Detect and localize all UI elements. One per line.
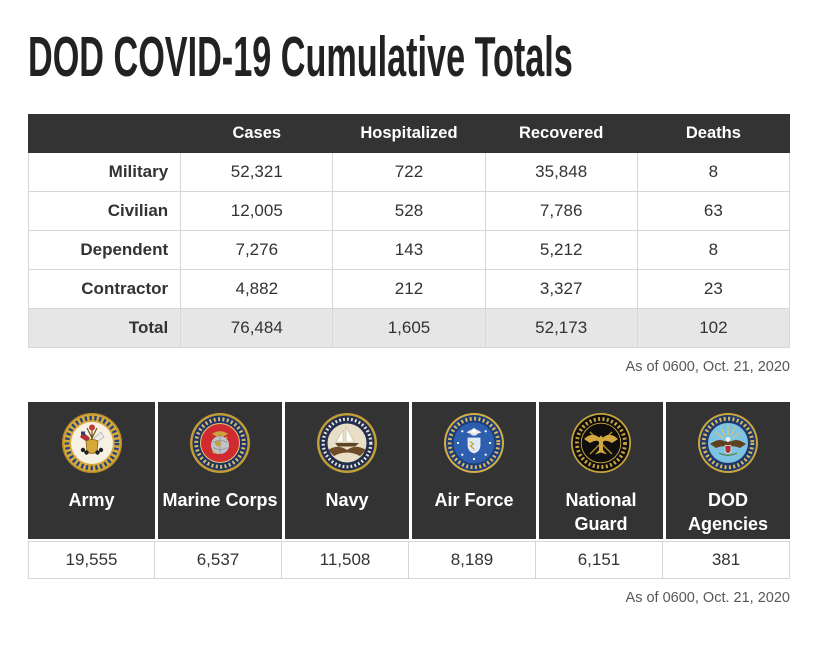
total-recovered-cell: 52,173 [484,308,638,348]
branch-name-marine-corps: Marine Corps [162,490,278,510]
civilian-deaths-cell: 63 [636,191,791,231]
marine-corps-cases-cell: 6,537 [155,541,282,579]
marine-corps-seal-icon [160,412,280,474]
contractor-recovered-cell: 3,327 [484,269,638,309]
row-label-military: Military [27,152,182,192]
column-header-cases: Cases [180,114,334,153]
branch-name-army: Army [68,490,115,510]
branch-name-dod-agencies: DOD Agencies [687,490,769,534]
table-row-military: Military 52,321 722 35,848 8 [27,152,791,192]
civilian-cases-cell: 12,005 [180,191,334,231]
table-row-contractor: Contractor 4,882 212 3,327 23 [27,269,791,309]
branch-cell-dod-agencies: DOD Agencies [663,402,790,541]
row-label-total: Total [27,308,182,348]
military-deaths-cell: 8 [636,152,791,192]
dependent-deaths-cell: 8 [636,230,791,270]
branch-name-air-force: Air Force [434,490,514,510]
table-row-civilian: Civilian 12,005 528 7,786 63 [27,191,791,231]
page: DOD COVID-19 Cumulative Totals Cases Hos… [0,28,814,606]
total-deaths-cell: 102 [636,308,791,348]
army-cases-cell: 19,555 [28,541,155,579]
civilian-hospitalized-cell: 528 [332,191,486,231]
table-row-dependent: Dependent 7,276 143 5,212 8 [27,230,791,270]
row-label-civilian: Civilian [27,191,182,231]
army-seal-icon [30,412,153,474]
row-label-dependent: Dependent [27,230,182,270]
table-row-total: Total 76,484 1,605 52,173 102 [27,308,791,348]
dod-agencies-cases-cell: 381 [663,541,790,579]
contractor-deaths-cell: 23 [636,269,791,309]
navy-cases-cell: 11,508 [282,541,409,579]
branches-seal-row: Army Ma [28,402,790,541]
branch-cell-army: Army [28,402,155,541]
national-guard-cases-cell: 6,151 [536,541,663,579]
branch-cell-marine-corps: Marine Corps [155,402,282,541]
dependent-recovered-cell: 5,212 [484,230,638,270]
air-force-cases-cell: 8,189 [409,541,536,579]
civilian-recovered-cell: 7,786 [484,191,638,231]
military-recovered-cell: 35,848 [484,152,638,192]
total-hospitalized-cell: 1,605 [332,308,486,348]
header-empty-cell [27,114,182,153]
military-cases-cell: 52,321 [180,152,334,192]
column-header-recovered: Recovered [484,114,638,153]
contractor-cases-cell: 4,882 [180,269,334,309]
air-force-seal-icon [414,412,534,474]
navy-seal-icon [287,412,407,474]
contractor-hospitalized-cell: 212 [332,269,486,309]
dependent-cases-cell: 7,276 [180,230,334,270]
totals-header-row: Cases Hospitalized Recovered Deaths [27,114,791,153]
branches-count-row: 19,555 6,537 11,508 8,189 6,151 381 [28,541,790,579]
branch-cell-air-force: Air Force [409,402,536,541]
row-label-contractor: Contractor [27,269,182,309]
page-title-text: DOD COVID-19 Cumulative Totals [28,25,573,89]
dod-agencies-seal-icon [668,412,788,474]
cumulative-totals-table: Cases Hospitalized Recovered Deaths Mili… [27,114,791,348]
branches-table: Army Ma [28,402,790,579]
national-guard-seal-icon [541,412,661,474]
column-header-hospitalized: Hospitalized [332,114,486,153]
branches-as-of-date: As of 0600, Oct. 21, 2020 [625,590,790,606]
total-cases-cell: 76,484 [180,308,334,348]
column-header-deaths: Deaths [636,114,791,153]
totals-as-of-date: As of 0600, Oct. 21, 2020 [625,359,790,375]
branch-name-navy: Navy [325,490,369,510]
branch-name-national-guard: National Guard [565,490,637,534]
military-hospitalized-cell: 722 [332,152,486,192]
page-title: DOD COVID-19 Cumulative Totals [28,28,790,86]
dependent-hospitalized-cell: 143 [332,230,486,270]
branch-cell-navy: Navy [282,402,409,541]
branch-cell-national-guard: National Guard [536,402,663,541]
